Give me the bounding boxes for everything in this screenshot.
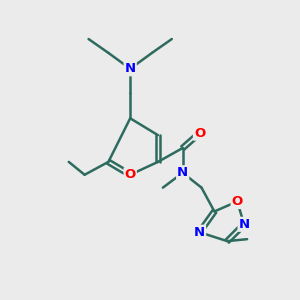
Text: N: N xyxy=(238,218,250,231)
Text: N: N xyxy=(124,62,136,75)
Text: O: O xyxy=(124,168,136,181)
Text: O: O xyxy=(232,195,243,208)
Text: O: O xyxy=(194,127,205,140)
Text: N: N xyxy=(177,166,188,179)
Text: N: N xyxy=(194,226,205,239)
